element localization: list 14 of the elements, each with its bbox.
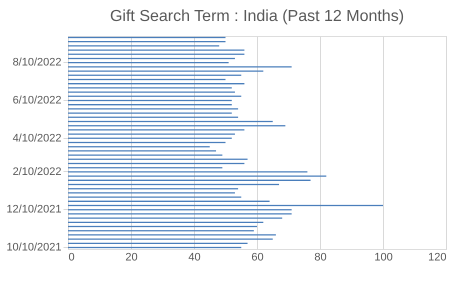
x-tick-label: 80	[314, 252, 327, 264]
x-tick-label: 20	[125, 252, 138, 264]
x-tick-label: 60	[251, 252, 264, 264]
x-tick-label: 120	[428, 252, 446, 264]
y-tick-label: 4/10/2022	[12, 132, 62, 144]
y-tick-label: 6/10/2022	[12, 94, 62, 106]
x-tick-label: 40	[188, 252, 201, 264]
chart-title: Gift Search Term : India (Past 12 Months)	[110, 8, 404, 25]
y-tick-label: 8/10/2022	[12, 56, 62, 69]
y-tick-label: 2/10/2022	[12, 166, 62, 178]
x-tick-label: 100	[374, 252, 393, 264]
y-tick-label: 12/10/2021	[6, 204, 62, 216]
y-tick-label: 10/10/2021	[6, 242, 62, 254]
x-tick-label: 0	[68, 252, 75, 264]
